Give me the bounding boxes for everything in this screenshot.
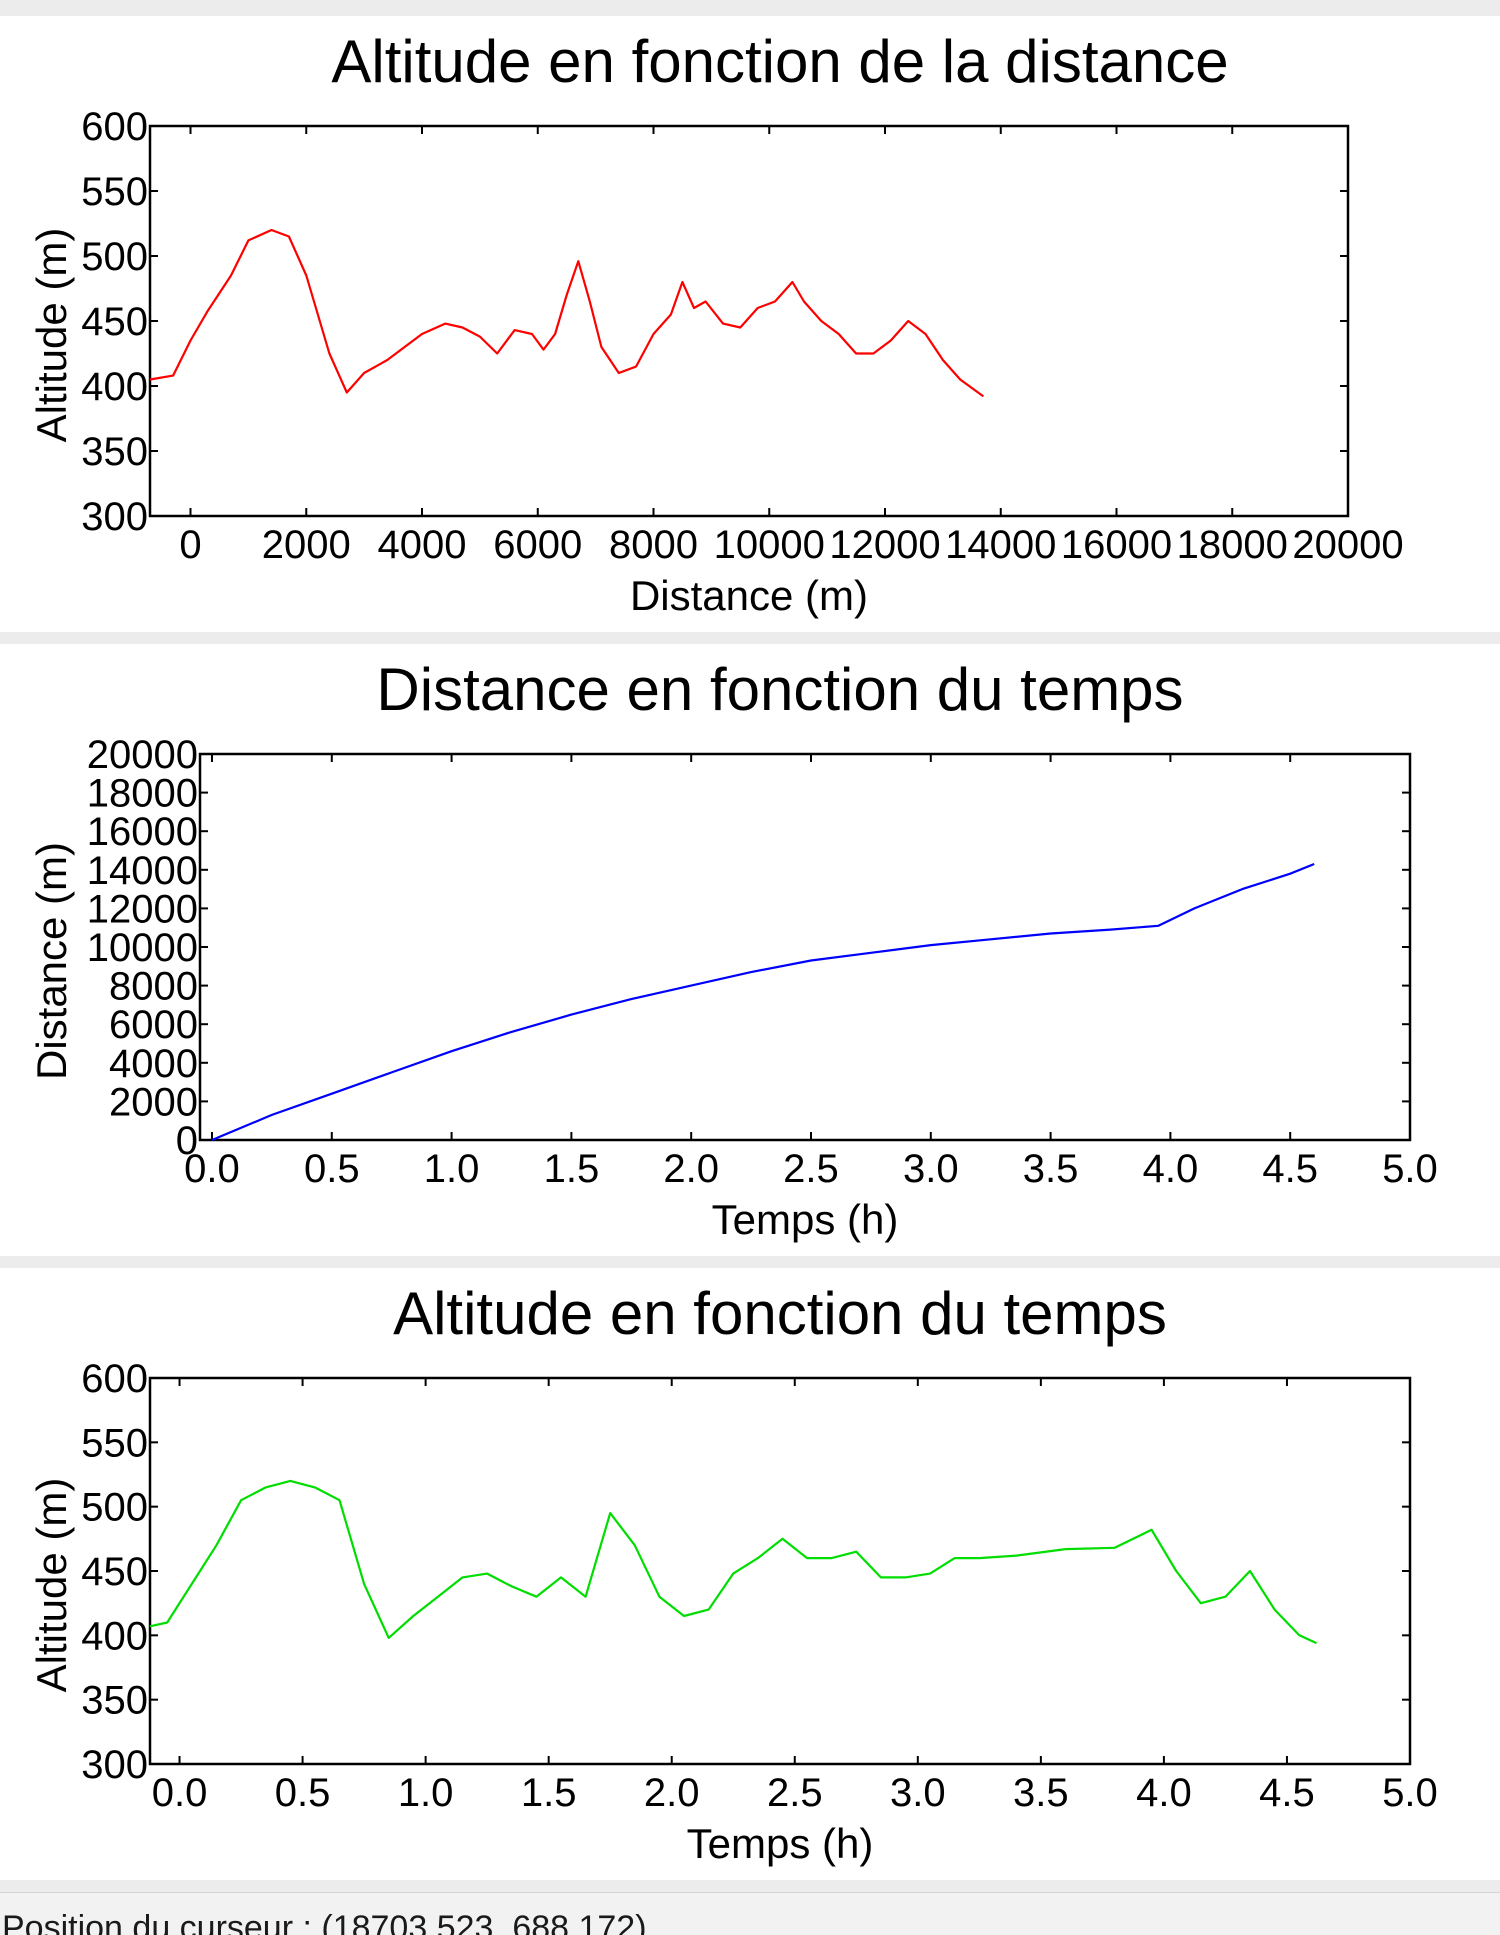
chart-distance-vs-time: Distance en fonction du temps 0.0 0.5 1.0 1.… xyxy=(28,656,1438,1243)
x-tick-label: 4000 xyxy=(378,523,467,567)
chart-panel-altitude-distance: Altitude en fonction de la distance 0 2000… xyxy=(0,16,1500,632)
series-line xyxy=(149,1479,1317,1645)
chart-title: Distance en fonction du temps xyxy=(376,656,1183,723)
x-tick-label: 0.0 xyxy=(184,1147,240,1191)
x-tick-label: 20000 xyxy=(1292,523,1403,567)
y-tick-label: 18000 xyxy=(87,772,198,816)
y-tick-label: 6000 xyxy=(109,1003,198,1047)
y-tick-label: 500 xyxy=(81,235,148,279)
y-tick-label: 10000 xyxy=(87,926,198,970)
chart-altitude-vs-distance: Altitude en fonction de la distance 0 2000… xyxy=(28,28,1404,619)
y-tick-label: 300 xyxy=(81,1743,148,1787)
x-tick-label: 8000 xyxy=(609,523,698,567)
cursor-position-readout: Position du curseur : (18703.523, 688.17… xyxy=(2,1909,647,1935)
series-line xyxy=(149,228,985,398)
y-tick-label: 12000 xyxy=(87,887,198,931)
x-tick-label: 0 xyxy=(179,523,201,567)
x-tick-label: 0.5 xyxy=(304,1147,360,1191)
y-tick-label: 14000 xyxy=(87,849,198,893)
y-tick-label: 400 xyxy=(81,1614,148,1658)
x-tick-label: 0.0 xyxy=(152,1771,208,1815)
x-tick-label: 1.0 xyxy=(398,1771,454,1815)
x-tick-label: 1.0 xyxy=(424,1147,480,1191)
y-tick-label: 600 xyxy=(81,1357,148,1401)
x-axis-label: Distance (m) xyxy=(630,572,868,619)
y-tick-label: 350 xyxy=(81,430,148,474)
x-tick-label: 14000 xyxy=(945,523,1056,567)
y-tick-label: 550 xyxy=(81,170,148,214)
x-tick-label: 3.5 xyxy=(1013,1771,1069,1815)
x-tick-label: 10000 xyxy=(714,523,825,567)
y-axis-label: Altitude (m) xyxy=(28,1478,75,1693)
y-tick-label: 550 xyxy=(81,1421,148,1465)
y-tick-label: 600 xyxy=(81,105,148,149)
y-axis-label: Altitude (m) xyxy=(28,228,75,443)
x-tick-label: 1.5 xyxy=(544,1147,600,1191)
plot-frame xyxy=(148,1376,1412,1766)
x-axis-label: Temps (h) xyxy=(712,1196,899,1243)
plot-frame xyxy=(148,124,1350,518)
chart-altitude-vs-time: Altitude en fonction du temps 0.0 0.5 1.0 1.… xyxy=(28,1280,1438,1867)
plot-frame xyxy=(198,752,1412,1142)
x-tick-label: 0.5 xyxy=(275,1771,331,1815)
y-tick-label: 300 xyxy=(81,495,148,539)
x-tick-label: 2000 xyxy=(262,523,351,567)
y-tick-label: 500 xyxy=(81,1486,148,1530)
x-tick-label: 12000 xyxy=(829,523,940,567)
x-tick-label: 5.0 xyxy=(1382,1771,1438,1815)
x-tick-label: 4.5 xyxy=(1259,1771,1315,1815)
y-tick-label: 8000 xyxy=(109,965,198,1009)
chart-title: Altitude en fonction de la distance xyxy=(331,28,1228,95)
y-tick-label: 0 xyxy=(176,1119,198,1163)
x-tick-label: 2.0 xyxy=(644,1771,700,1815)
y-tick-label: 450 xyxy=(81,300,148,344)
x-tick-label: 4.0 xyxy=(1136,1771,1192,1815)
y-tick-label: 20000 xyxy=(87,733,198,777)
y-tick-label: 350 xyxy=(81,1679,148,1723)
x-tick-label: 3.0 xyxy=(890,1771,946,1815)
y-tick-label: 16000 xyxy=(87,810,198,854)
chart-panel-distance-time: Distance en fonction du temps 0.0 0.5 1.0 1.… xyxy=(0,644,1500,1256)
x-tick-label: 3.5 xyxy=(1023,1147,1079,1191)
x-tick-label: 3.0 xyxy=(903,1147,959,1191)
x-tick-label: 6000 xyxy=(493,523,582,567)
x-tick-label: 16000 xyxy=(1061,523,1172,567)
x-tick-label: 18000 xyxy=(1177,523,1288,567)
y-tick-label: 400 xyxy=(81,365,148,409)
y-tick-label: 4000 xyxy=(109,1042,198,1086)
x-tick-label: 4.5 xyxy=(1262,1147,1318,1191)
x-tick-label: 2.0 xyxy=(663,1147,719,1191)
x-axis-label: Temps (h) xyxy=(687,1820,874,1867)
x-tick-label: 2.5 xyxy=(767,1771,823,1815)
x-tick-label: 1.5 xyxy=(521,1771,577,1815)
y-tick-label: 450 xyxy=(81,1550,148,1594)
chart-title: Altitude en fonction du temps xyxy=(393,1280,1167,1347)
status-bar: Position du curseur : (18703.523, 688.17… xyxy=(0,1892,1500,1935)
x-tick-label: 4.0 xyxy=(1143,1147,1199,1191)
series-line xyxy=(211,862,1315,1142)
y-tick-label: 2000 xyxy=(109,1080,198,1124)
x-tick-label: 2.5 xyxy=(783,1147,839,1191)
x-tick-label: 5.0 xyxy=(1382,1147,1438,1191)
y-axis-label: Distance (m) xyxy=(28,842,75,1080)
chart-panel-altitude-time: Altitude en fonction du temps 0.0 0.5 1.0 1.… xyxy=(0,1268,1500,1880)
